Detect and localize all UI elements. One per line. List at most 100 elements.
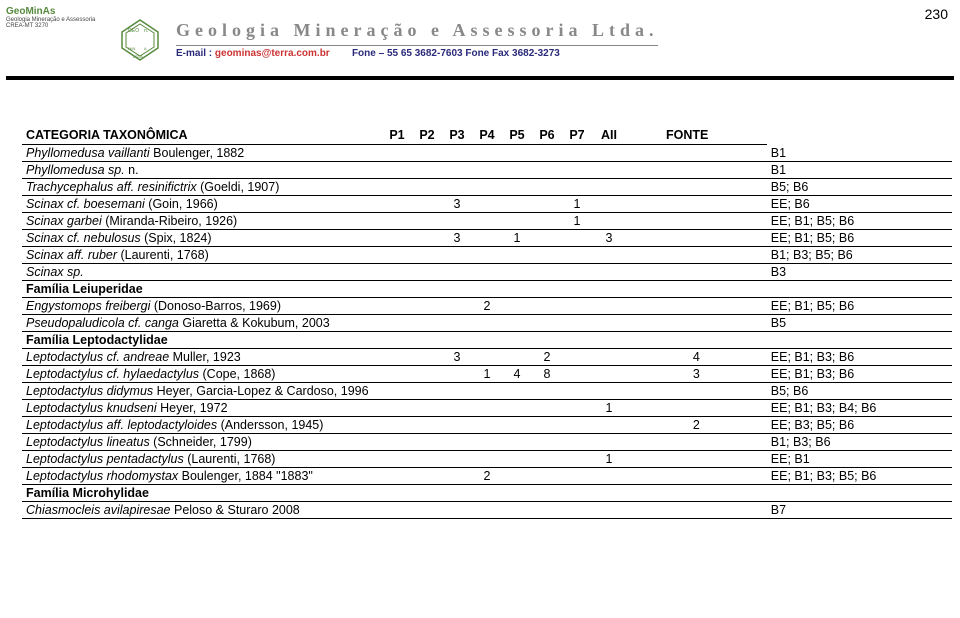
table-row: Leptodactylus didymus Heyer, Garcia-Lope… [22, 383, 952, 400]
cell-p [472, 145, 502, 162]
cell-fonte [767, 332, 952, 349]
cell-p [472, 502, 502, 519]
cell-p [502, 468, 532, 485]
cell-p [382, 451, 412, 468]
cell-p [442, 213, 472, 230]
col-p1: P1 [382, 126, 412, 145]
cell-p [532, 502, 562, 519]
cell-name: Pseudopaludicola cf. canga Giaretta & Ko… [22, 315, 382, 332]
cell-p [442, 434, 472, 451]
cell-p [472, 349, 502, 366]
cell-fonte: EE; B1; B3; B6 [767, 366, 952, 383]
cell-p [502, 281, 532, 298]
cell-fonte: B1; B3; B5; B6 [767, 247, 952, 264]
cell-p [592, 264, 626, 281]
cell-p [502, 485, 532, 502]
cell-fonte: EE; B1 [767, 451, 952, 468]
cell-aii: 3 [626, 366, 767, 383]
cell-name: Scinax sp. [22, 264, 382, 281]
cell-p [442, 162, 472, 179]
cell-p [502, 434, 532, 451]
cell-name: Engystomops freibergi (Donoso-Barros, 19… [22, 298, 382, 315]
cell-aii [626, 145, 767, 162]
table-row: Scinax aff. ruber (Laurenti, 1768)B1; B3… [22, 247, 952, 264]
cell-p [442, 179, 472, 196]
cell-fonte: EE; B1; B5; B6 [767, 298, 952, 315]
table-header-row: CATEGORIA TAXONÔMICA P1 P2 P3 P4 P5 P6 P… [22, 126, 952, 145]
cell-p [412, 383, 442, 400]
cell-p [562, 349, 592, 366]
cell-p [562, 179, 592, 196]
cell-p: 8 [532, 366, 562, 383]
table-row: Leptodactylus aff. leptodactyloides (And… [22, 417, 952, 434]
cell-aii: 2 [626, 417, 767, 434]
cell-p [412, 468, 442, 485]
cell-aii [626, 315, 767, 332]
cell-aii [626, 451, 767, 468]
table-row: Família Leptodactylidae [22, 332, 952, 349]
cell-p [382, 468, 412, 485]
cell-p [562, 468, 592, 485]
cell-p [562, 332, 592, 349]
table-row: Trachycephalus aff. resinifictrix (Goeld… [22, 179, 952, 196]
cell-p: 1 [562, 196, 592, 213]
cell-p [442, 332, 472, 349]
cell-p [502, 247, 532, 264]
cell-name: Leptodactylus pentadactylus (Laurenti, 1… [22, 451, 382, 468]
cell-p [442, 485, 472, 502]
cell-p [382, 332, 412, 349]
cell-p [442, 366, 472, 383]
cell-p: 2 [472, 298, 502, 315]
cell-p [562, 247, 592, 264]
cell-p [532, 264, 562, 281]
cell-p [472, 230, 502, 247]
cell-p [562, 502, 592, 519]
col-p4: P4 [472, 126, 502, 145]
cell-p [442, 298, 472, 315]
cell-fonte: EE; B1; B5; B6 [767, 213, 952, 230]
cell-p [592, 468, 626, 485]
col-fonte: FONTE [626, 126, 767, 145]
cell-name: Leptodactylus didymus Heyer, Garcia-Lope… [22, 383, 382, 400]
table-row: Chiasmocleis avilapiresae Peloso & Stura… [22, 502, 952, 519]
cell-aii [626, 281, 767, 298]
cell-p [592, 281, 626, 298]
cell-p [532, 468, 562, 485]
cell-p [472, 179, 502, 196]
cell-name: Leptodactylus cf. hylaedactylus (Cope, 1… [22, 366, 382, 383]
cell-p [412, 247, 442, 264]
cell-fonte: EE; B1; B5; B6 [767, 230, 952, 247]
cell-fonte: B3 [767, 264, 952, 281]
cell-p [592, 196, 626, 213]
cell-p [412, 298, 442, 315]
cell-p [532, 315, 562, 332]
cell-p [412, 451, 442, 468]
cell-p [412, 434, 442, 451]
col-name: CATEGORIA TAXONÔMICA [22, 126, 382, 145]
email-label: E-mail : [176, 48, 215, 59]
cell-p [412, 366, 442, 383]
cell-p [412, 179, 442, 196]
cell-p [502, 145, 532, 162]
cell-p [382, 230, 412, 247]
cell-p [502, 298, 532, 315]
cell-p [532, 451, 562, 468]
cell-p: 1 [562, 213, 592, 230]
cell-p [502, 264, 532, 281]
cell-p [412, 162, 442, 179]
table-row: Leptodactylus rhodomystax Boulenger, 188… [22, 468, 952, 485]
taxonomy-table: CATEGORIA TAXONÔMICA P1 P2 P3 P4 P5 P6 P… [22, 126, 952, 519]
cell-fonte: B7 [767, 502, 952, 519]
logo-block: GeoMinAs Geologia Mineração e Assessoria… [6, 6, 106, 36]
cell-p [472, 196, 502, 213]
cell-fonte: EE; B1; B3; B6 [767, 349, 952, 366]
col-p5: P5 [502, 126, 532, 145]
cell-p [562, 230, 592, 247]
cell-aii [626, 230, 767, 247]
cell-p [412, 400, 442, 417]
cell-p [592, 383, 626, 400]
cell-p [562, 145, 592, 162]
cell-p [412, 196, 442, 213]
cell-p [532, 145, 562, 162]
col-p6: P6 [532, 126, 562, 145]
